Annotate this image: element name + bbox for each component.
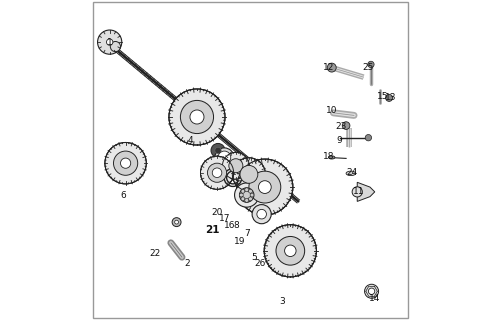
Text: 9: 9 <box>337 136 343 145</box>
Text: 13: 13 <box>385 93 396 102</box>
Text: 21: 21 <box>205 225 219 235</box>
Circle shape <box>107 39 113 45</box>
Circle shape <box>245 188 248 192</box>
Circle shape <box>215 147 221 154</box>
Text: 23: 23 <box>336 122 347 131</box>
Circle shape <box>327 63 336 72</box>
Circle shape <box>229 159 243 173</box>
Circle shape <box>248 197 253 201</box>
Text: 15: 15 <box>377 92 388 101</box>
Circle shape <box>386 94 393 101</box>
Circle shape <box>368 61 374 68</box>
Circle shape <box>276 236 305 265</box>
Circle shape <box>105 142 146 184</box>
Circle shape <box>175 220 178 224</box>
Circle shape <box>249 171 281 203</box>
Ellipse shape <box>346 171 356 176</box>
Text: 5: 5 <box>251 253 257 262</box>
Circle shape <box>234 183 259 207</box>
Circle shape <box>237 159 293 215</box>
Text: 8: 8 <box>233 221 239 230</box>
Circle shape <box>212 168 222 178</box>
Circle shape <box>365 284 379 298</box>
Circle shape <box>215 148 234 167</box>
Circle shape <box>352 187 362 197</box>
Circle shape <box>245 198 248 202</box>
Circle shape <box>239 188 254 202</box>
Circle shape <box>240 165 258 183</box>
Circle shape <box>242 191 251 199</box>
Text: 24: 24 <box>347 168 358 177</box>
Circle shape <box>252 204 271 224</box>
Circle shape <box>114 151 138 175</box>
Text: 12: 12 <box>323 63 334 72</box>
Text: 11: 11 <box>353 188 365 196</box>
Circle shape <box>110 42 121 52</box>
Text: 1: 1 <box>107 38 113 47</box>
Circle shape <box>218 151 231 164</box>
Text: 19: 19 <box>233 237 245 246</box>
Circle shape <box>190 110 204 124</box>
Text: 10: 10 <box>326 106 338 115</box>
Circle shape <box>222 152 249 179</box>
Circle shape <box>239 193 243 197</box>
Circle shape <box>121 158 131 168</box>
Polygon shape <box>357 182 375 201</box>
Text: 25: 25 <box>363 63 374 72</box>
Circle shape <box>241 197 245 201</box>
Circle shape <box>285 245 296 257</box>
Text: 14: 14 <box>369 294 380 303</box>
Circle shape <box>264 225 317 277</box>
Circle shape <box>250 193 254 197</box>
Circle shape <box>241 189 245 193</box>
Text: 22: 22 <box>149 250 160 259</box>
Ellipse shape <box>329 156 335 159</box>
Text: 2: 2 <box>184 259 189 268</box>
Text: 18: 18 <box>323 152 334 161</box>
Text: 20: 20 <box>211 208 223 217</box>
Circle shape <box>232 158 266 191</box>
Text: 7: 7 <box>244 229 250 238</box>
Circle shape <box>172 218 181 227</box>
Text: 6: 6 <box>120 190 126 200</box>
Text: 17: 17 <box>219 214 231 223</box>
Circle shape <box>259 181 271 194</box>
Circle shape <box>98 30 122 54</box>
Circle shape <box>207 163 226 182</box>
Text: 16: 16 <box>224 221 235 230</box>
Circle shape <box>248 189 253 193</box>
Circle shape <box>169 89 225 145</box>
Text: 3: 3 <box>280 297 285 306</box>
Circle shape <box>211 143 225 157</box>
Circle shape <box>342 122 350 129</box>
Text: 4: 4 <box>187 136 193 145</box>
Circle shape <box>180 100 213 133</box>
Text: 26: 26 <box>255 259 266 268</box>
Circle shape <box>257 209 267 219</box>
Circle shape <box>365 134 372 141</box>
Circle shape <box>200 156 233 189</box>
Circle shape <box>368 288 375 294</box>
